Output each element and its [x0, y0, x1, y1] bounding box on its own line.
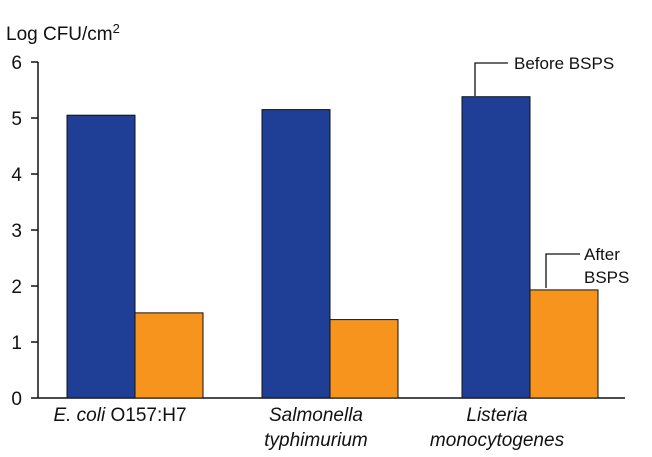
bar-ecoli-before — [66, 114, 136, 399]
before-bsps-callout-line — [474, 62, 508, 96]
bar-listeria-after — [529, 289, 599, 399]
y-tick-label: 6 — [11, 53, 22, 74]
before-bsps-annotation: Before BSPS — [514, 54, 614, 73]
bar-salmonella-before — [261, 109, 331, 399]
after-bsps-annotation-line2: BSPS — [584, 268, 629, 287]
y-tick-label: 4 — [11, 165, 22, 186]
after-bsps-annotation-line1: After — [584, 245, 620, 264]
category-label-listeria-line2: monocytogenes — [430, 430, 565, 451]
y-axis-label: Log CFU/cm2 — [6, 21, 120, 45]
y-tick-label: 3 — [11, 221, 22, 242]
bar-salmonella-after — [329, 319, 399, 399]
y-ticks: 0 1 2 3 4 5 6 — [11, 53, 38, 410]
y-axis-label-superscript: 2 — [113, 21, 120, 36]
category-label-listeria-line1: Listeria — [466, 405, 527, 426]
bar-listeria-before — [461, 96, 531, 399]
y-tick-label: 5 — [11, 109, 22, 130]
y-tick-label: 2 — [11, 277, 22, 298]
y-tick-label: 1 — [11, 333, 22, 354]
bars — [66, 96, 599, 399]
category-label-salmonella-line2: typhimurium — [264, 430, 367, 451]
category-label-ecoli: E. coli O157:H7 — [53, 405, 186, 426]
category-label-salmonella-line1: Salmonella — [269, 405, 363, 426]
after-bsps-callout-line — [545, 253, 580, 288]
y-tick-label: 0 — [11, 389, 22, 410]
bar-ecoli-after — [134, 312, 204, 399]
